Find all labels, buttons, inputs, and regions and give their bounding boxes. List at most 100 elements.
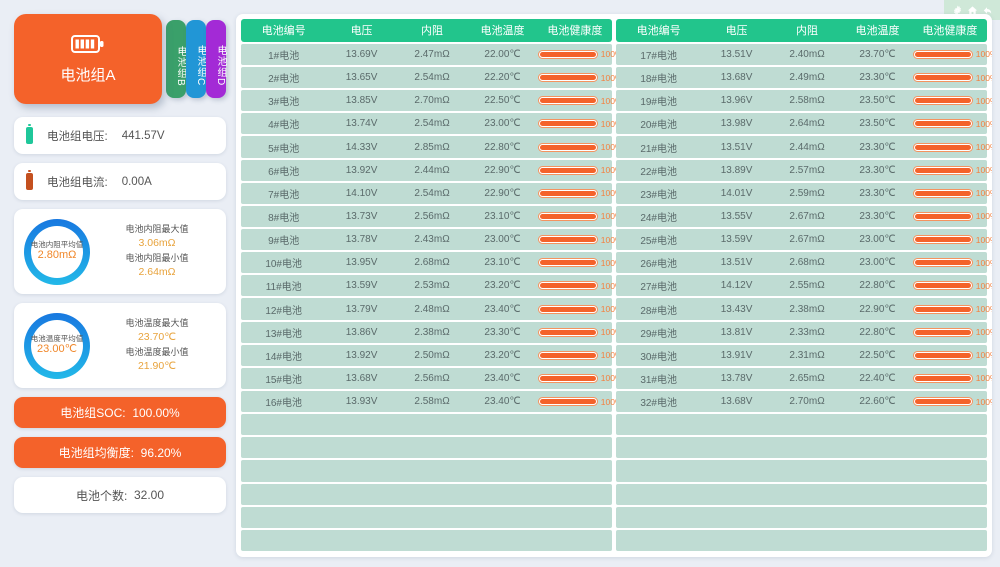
battery-id-cell: 18#电池 (640, 74, 677, 86)
table-row[interactable]: 31#电池 13.78V 2.65mΩ 22.40℃ 100% (616, 367, 992, 390)
battery-group-tab-c[interactable]: 电池组C (186, 20, 206, 98)
voltage-cell: 13.91V (720, 349, 753, 361)
battery-group-tab-d-label: 电池组D (215, 45, 226, 87)
temperature-cell: 23.20℃ (484, 349, 521, 361)
voltage-cell: 13.95V (345, 257, 378, 269)
resistance-cell: 2.55mΩ (789, 280, 825, 292)
column-header: 内阻 (796, 25, 819, 38)
temperature-cell: 23.00℃ (484, 118, 521, 130)
table-row[interactable]: 20#电池 13.98V 2.64mΩ 23.50℃ 100% (616, 113, 992, 135)
resistance-cell: 2.44mΩ (414, 164, 450, 176)
table-row[interactable]: 11#电池 13.59V 2.53mΩ 23.20℃ 100% (241, 275, 623, 297)
table-row[interactable]: 24#电池 13.55V 2.67mΩ 23.30℃ 100% (616, 205, 992, 228)
resistance-cell: 2.31mΩ (789, 349, 825, 361)
voltage-cell: 14.33V (345, 141, 378, 153)
health-progress-bar (537, 304, 598, 314)
table-row[interactable]: 29#电池 13.81V 2.33mΩ 22.80℃ 100% (616, 321, 992, 343)
table-row-empty (616, 437, 987, 459)
battery-group-tab-b[interactable]: 电池组B (166, 20, 186, 98)
health-percent-label: 100% (600, 188, 623, 199)
health-percent-label: 100% (600, 95, 623, 106)
back-arrow-icon[interactable] (982, 5, 993, 16)
table-row[interactable]: 14#电池 13.92V 2.50mΩ 23.20℃ 100% (241, 344, 623, 366)
temperature-cell: 23.10℃ (484, 210, 521, 222)
table-row[interactable]: 15#电池 13.68V 2.56mΩ 23.40℃ 100% (241, 367, 623, 390)
battery-id-cell: 16#电池 (265, 398, 302, 410)
health-progress-bar (912, 350, 973, 360)
temperature-min-value: 21.90℃ (137, 359, 177, 372)
temperature-cell: 23.30℃ (859, 187, 896, 199)
health-cell: 100% (912, 281, 992, 291)
temperature-cell: 22.90℃ (484, 164, 521, 176)
temperature-cell: 22.90℃ (484, 187, 521, 199)
battery-id-cell: 8#电池 (268, 212, 300, 224)
battery-count-label: 电池个数: (75, 488, 128, 503)
table-row[interactable]: 23#电池 14.01V 2.59mΩ 23.30℃ 100% (616, 182, 992, 204)
table-row[interactable]: 30#电池 13.91V 2.31mΩ 22.50℃ 100% (616, 344, 992, 366)
column-header: 电池健康度 (547, 25, 603, 38)
health-cell: 100% (912, 142, 992, 152)
battery-id-cell: 3#电池 (268, 97, 300, 109)
table-row[interactable]: 21#电池 13.51V 2.44mΩ 23.30℃ 100% (616, 136, 992, 158)
column-header: 电池健康度 (922, 25, 978, 38)
table-row[interactable]: 6#电池 13.92V 2.44mΩ 22.90℃ 100% (241, 159, 623, 181)
table-row[interactable]: 22#电池 13.89V 2.57mΩ 23.30℃ 100% (616, 159, 992, 181)
table-row[interactable]: 12#电池 13.79V 2.48mΩ 23.40℃ 100% (241, 298, 623, 320)
temperature-min-label: 电池温度最小值 (125, 346, 189, 357)
temperature-cell: 22.80℃ (484, 141, 521, 153)
table-row-empty (241, 506, 612, 528)
health-percent-label: 100% (600, 350, 623, 361)
gear-icon[interactable] (952, 4, 963, 16)
battery-count-card: 电池个数: 32.00 (14, 477, 226, 513)
resistance-cell: 2.67mΩ (789, 210, 825, 222)
table-row[interactable]: 32#电池 13.68V 2.70mΩ 22.60℃ 100% (616, 391, 992, 413)
battery-tables-panel: 电池编号 电压 内阻 电池温度 电池健康度 1#电池 13.69V 2.47mΩ 22.00℃ 1… (236, 14, 992, 557)
battery-group-tab-a[interactable]: 电池组A (14, 14, 162, 104)
health-cell: 100% (537, 95, 623, 106)
home-icon[interactable] (967, 5, 978, 16)
health-percent-label: 100% (975, 350, 992, 361)
table-row[interactable]: 18#电池 13.68V 2.49mΩ 23.30℃ 100% (616, 67, 992, 89)
health-percent-label: 100% (975, 373, 992, 384)
battery-group-tab-c-label: 电池组C (195, 45, 206, 87)
resistance-cell: 2.65mΩ (789, 372, 825, 384)
temperature-gauge-label: 电池温度平均值 (30, 333, 84, 343)
table-row[interactable]: 2#电池 13.65V 2.54mΩ 22.20℃ 100% (241, 67, 623, 89)
health-cell: 100% (537, 49, 623, 59)
health-cell: 100% (537, 235, 623, 245)
table-row[interactable]: 13#电池 13.86V 2.38mΩ 23.30℃ 100% (241, 321, 623, 343)
table-row[interactable]: 1#电池 13.69V 2.47mΩ 22.00℃ 100% (241, 43, 623, 66)
table-row[interactable]: 26#电池 13.51V 2.68mΩ 23.00℃ 100% (616, 252, 992, 274)
table-row[interactable]: 7#电池 14.10V 2.54mΩ 22.90℃ 100% (241, 182, 623, 204)
battery-id-cell: 9#电池 (268, 236, 300, 248)
table-row[interactable]: 27#电池 14.12V 2.55mΩ 22.80℃ 100% (616, 275, 992, 297)
table-row[interactable]: 5#电池 14.33V 2.85mΩ 22.80℃ 100% (241, 136, 623, 158)
battery-group-tab-d[interactable]: 电池组D (206, 20, 226, 98)
table-row[interactable]: 9#电池 13.78V 2.43mΩ 23.00℃ 100% (241, 229, 623, 251)
resistance-cell: 2.40mΩ (789, 48, 825, 60)
table-row[interactable]: 19#电池 13.96V 2.58mΩ 23.50℃ 100% (616, 90, 992, 112)
health-cell: 100% (912, 188, 992, 198)
health-percent-label: 100% (975, 234, 992, 245)
table-row[interactable]: 17#电池 13.51V 2.40mΩ 23.70℃ 100% (616, 43, 992, 66)
voltage-cell: 13.73V (345, 210, 378, 222)
health-progress-bar (912, 96, 973, 106)
resistance-min-value: 2.64mΩ (138, 265, 176, 278)
resistance-cell: 2.48mΩ (414, 303, 450, 315)
temperature-extremes: 电池温度最大值 23.70℃ 电池温度最小值 21.90℃ (96, 317, 218, 374)
resistance-cell: 2.67mΩ (789, 234, 825, 246)
resistance-cell: 2.57mΩ (789, 164, 825, 176)
resistance-cell: 2.50mΩ (414, 349, 450, 361)
health-cell: 100% (537, 73, 623, 83)
health-progress-bar (537, 142, 598, 152)
table-row[interactable]: 10#电池 13.95V 2.68mΩ 23.10℃ 100% (241, 252, 623, 274)
table-row[interactable]: 8#电池 13.73V 2.56mΩ 23.10℃ 100% (241, 205, 623, 228)
table-row[interactable]: 28#电池 13.43V 2.38mΩ 22.90℃ 100% (616, 298, 992, 320)
temperature-max-value: 23.70℃ (137, 331, 177, 344)
health-progress-bar (537, 188, 598, 198)
table-row[interactable]: 25#电池 13.59V 2.67mΩ 23.00℃ 100% (616, 229, 992, 251)
table-row[interactable]: 3#电池 13.85V 2.70mΩ 22.50℃ 100% (241, 90, 623, 112)
table-row[interactable]: 4#电池 13.74V 2.54mΩ 23.00℃ 100% (241, 113, 623, 135)
table-row-empty (241, 529, 612, 551)
table-row[interactable]: 16#电池 13.93V 2.58mΩ 23.40℃ 100% (241, 391, 623, 413)
